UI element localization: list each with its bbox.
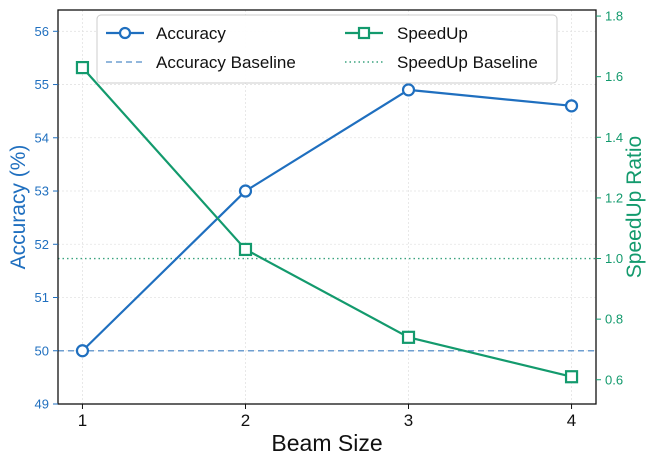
legend-speedup-marker-icon bbox=[357, 26, 371, 40]
left-axis-ticks: 49 50 51 52 53 54 55 56 bbox=[35, 24, 58, 412]
left-tick-label: 51 bbox=[35, 290, 49, 305]
legend: Accuracy Accuracy Baseline SpeedUp Speed… bbox=[96, 14, 558, 84]
accuracy-point bbox=[75, 344, 90, 358]
right-tick-label: 1.4 bbox=[605, 130, 623, 145]
x-axis-ticks: 1 2 3 4 bbox=[78, 404, 576, 430]
legend-box bbox=[96, 14, 558, 84]
left-tick-label: 54 bbox=[35, 130, 49, 145]
speedup-point bbox=[564, 370, 579, 384]
left-tick-label: 55 bbox=[35, 77, 49, 92]
legend-accuracy-label: Accuracy bbox=[156, 24, 226, 43]
baseline-lines bbox=[58, 257, 596, 352]
accuracy-point bbox=[564, 99, 579, 113]
right-tick-label: 1.2 bbox=[605, 190, 623, 205]
legend-speedup-label: SpeedUp bbox=[397, 24, 468, 43]
right-axis-ticks: 0.6 0.8 1.0 1.2 1.4 1.6 1.8 bbox=[596, 9, 623, 387]
legend-accuracy-baseline-label: Accuracy Baseline bbox=[156, 53, 296, 72]
series-layer bbox=[75, 60, 579, 384]
right-tick-label: 0.6 bbox=[605, 372, 623, 387]
x-tick-label: 3 bbox=[404, 411, 413, 430]
plot-frame bbox=[57, 9, 597, 405]
right-axis-title: SpeedUp Ratio bbox=[623, 136, 646, 278]
speedup-point bbox=[75, 60, 90, 75]
left-tick-label: 49 bbox=[35, 397, 49, 412]
right-tick-label: 0.8 bbox=[605, 312, 623, 327]
accuracy-series-line bbox=[81, 88, 572, 352]
accuracy-point bbox=[401, 83, 416, 97]
right-tick-label: 1.6 bbox=[605, 69, 623, 84]
speedup-point bbox=[401, 330, 416, 344]
speedup-series-line bbox=[81, 66, 572, 378]
right-tick-label: 1.0 bbox=[605, 251, 623, 266]
right-tick-label: 1.8 bbox=[605, 9, 623, 24]
legend-accuracy-marker-icon bbox=[118, 26, 132, 40]
accuracy-point bbox=[238, 184, 253, 198]
x-tick-label: 2 bbox=[241, 411, 250, 430]
left-axis-title: Accuracy (%) bbox=[7, 145, 30, 270]
x-tick-label: 1 bbox=[78, 411, 87, 430]
x-tick-label: 4 bbox=[567, 411, 576, 430]
left-tick-label: 53 bbox=[35, 184, 49, 199]
left-tick-label: 52 bbox=[35, 237, 49, 252]
left-tick-label: 50 bbox=[35, 343, 49, 358]
left-tick-label: 56 bbox=[35, 24, 49, 39]
speedup-point bbox=[238, 242, 253, 257]
legend-speedup-baseline-label: SpeedUp Baseline bbox=[397, 53, 538, 72]
x-axis-title: Beam Size bbox=[271, 430, 382, 456]
